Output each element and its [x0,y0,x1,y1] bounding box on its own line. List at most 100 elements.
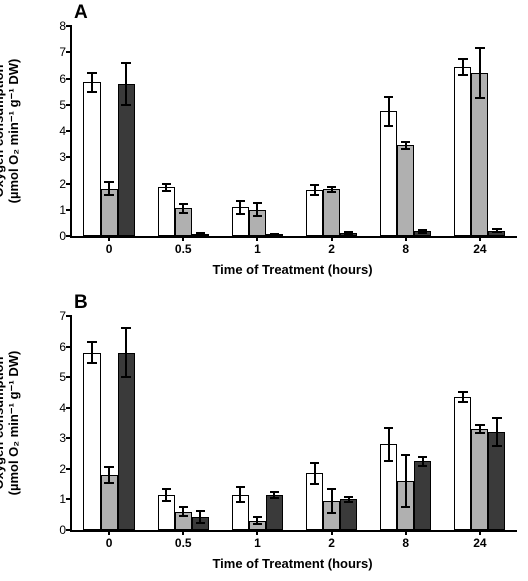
error-cap [327,191,336,193]
error-cap [162,183,171,185]
error-cap [458,58,467,60]
error-cap [87,362,96,364]
error-cap [384,460,393,462]
error-cap [418,456,427,458]
error-cap [418,232,427,234]
panel-a-x-axis-title: Time of Treatment (hours) [212,262,372,277]
y-tick-label: 0 [59,229,72,243]
error-whisker [496,418,498,446]
error-cap [270,234,279,236]
error-whisker [91,342,93,363]
error-whisker [125,63,127,105]
bar [471,429,488,530]
error-cap [253,202,262,204]
bar [380,111,397,236]
error-cap [384,125,393,127]
error-cap [270,491,279,493]
error-cap [458,391,467,393]
bar [414,461,431,530]
error-cap [87,341,96,343]
error-cap [327,512,336,514]
error-whisker [314,463,316,484]
y-tick-label: 4 [59,401,72,415]
error-whisker [388,97,390,126]
error-cap [121,376,130,378]
error-cap [236,200,245,202]
error-cap [344,501,353,503]
error-cap [179,212,188,214]
bar [83,82,100,236]
error-cap [458,74,467,76]
error-cap [87,91,96,93]
y-tick-label: 3 [59,150,72,164]
error-cap [384,96,393,98]
x-tick [256,530,258,535]
x-tick [331,530,333,535]
panel-b-plot: 0123456700.512824 [70,316,517,532]
error-cap [179,203,188,205]
error-cap [344,496,353,498]
error-cap [492,445,501,447]
y-tick-label: 5 [59,370,72,384]
error-cap [104,482,113,484]
panel-b-x-axis-title: Time of Treatment (hours) [212,556,372,571]
y-tick-label: 5 [59,98,72,112]
error-cap [104,181,113,183]
error-cap [475,47,484,49]
error-cap [492,228,501,230]
panel-b-label: B [74,292,88,314]
error-cap [310,483,319,485]
error-cap [236,213,245,215]
panel-a-plot: 01234567800.512824 [70,26,517,238]
error-cap [475,424,484,426]
y-axis-title-line: (µmol O₂ min⁻¹ g⁻¹ DW) [6,316,22,530]
error-cap [121,327,130,329]
bar [454,67,471,236]
error-cap [87,72,96,74]
y-tick-label: 6 [59,340,72,354]
x-tick [479,236,481,241]
error-cap [327,488,336,490]
error-cap [401,454,410,456]
error-cap [236,501,245,503]
x-tick [479,530,481,535]
x-tick [182,530,184,535]
y-tick-label: 6 [59,72,72,86]
error-whisker [479,48,481,98]
error-cap [253,516,262,518]
bar [266,495,283,530]
error-cap [475,432,484,434]
y-tick-label: 1 [59,203,72,217]
y-tick-label: 2 [59,462,72,476]
x-tick [108,236,110,241]
error-cap [310,184,319,186]
y-tick-label: 8 [59,19,72,33]
panel-b-y-axis-title: Oxygen consumption(µmol O₂ min⁻¹ g⁻¹ DW) [0,316,22,530]
x-tick [182,236,184,241]
bar [83,353,100,530]
error-cap [310,194,319,196]
error-cap [384,427,393,429]
bar [118,84,135,236]
y-tick-label: 7 [59,309,72,323]
error-whisker [239,487,241,502]
y-tick-label: 4 [59,124,72,138]
error-cap [253,523,262,525]
error-whisker [91,73,93,91]
error-cap [196,522,205,524]
error-cap [401,141,410,143]
error-whisker [331,489,333,513]
error-cap [401,148,410,150]
panel-a-y-axis-title: Oxygen consumption(µmol O₂ min⁻¹ g⁻¹ DW) [0,26,22,236]
error-cap [196,510,205,512]
error-cap [253,215,262,217]
bar [340,499,357,530]
error-whisker [462,59,464,75]
error-whisker [388,428,390,462]
error-cap [401,506,410,508]
x-tick [405,236,407,241]
y-axis-title-line: (µmol O₂ min⁻¹ g⁻¹ DW) [6,26,22,236]
error-cap [162,190,171,192]
error-cap [492,231,501,233]
y-tick-label: 1 [59,492,72,506]
